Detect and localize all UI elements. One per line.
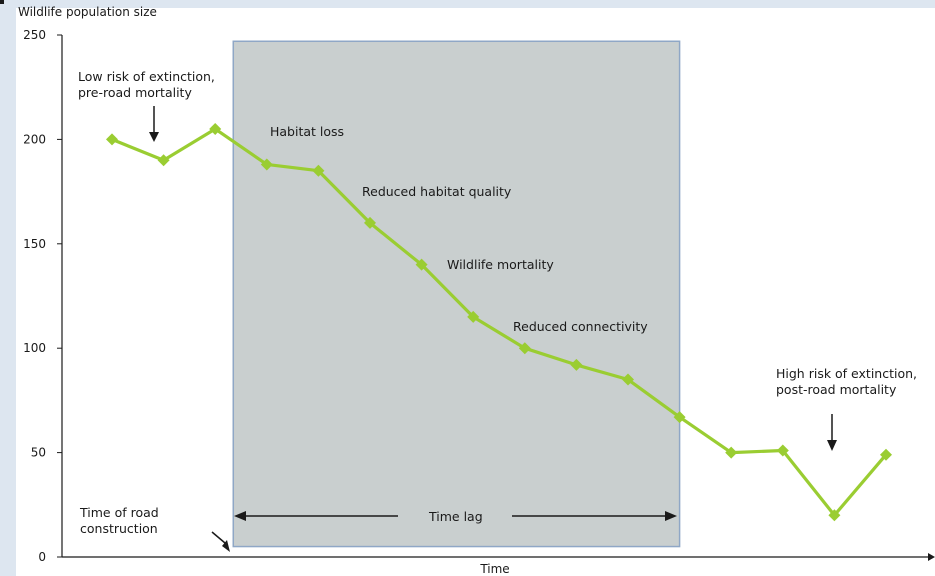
time-lag-arrow (234, 511, 677, 521)
data-point (364, 216, 376, 229)
y-tick-label: 50 (31, 446, 46, 460)
wildlife-mortality-label: Wildlife mortality (447, 257, 554, 272)
data-point (312, 164, 325, 177)
data-point (106, 133, 118, 146)
low-risk-arrow (149, 106, 159, 142)
data-point (725, 446, 738, 459)
road-construction-arrow (211, 531, 230, 552)
population-series-line (111, 127, 888, 517)
data-point (157, 154, 170, 167)
y-tick-label: 100 (23, 341, 46, 355)
road-construction-label-line1: Time of road (79, 505, 159, 520)
high-risk-arrow (827, 414, 837, 451)
road-construction-label-line2: construction (80, 521, 158, 536)
high-risk-label-line1: High risk of extinction, (776, 366, 917, 381)
data-point (260, 158, 273, 171)
x-axis-label: Time (479, 562, 509, 576)
habitat-loss-label: Habitat loss (270, 124, 344, 139)
y-axis-label: Wildlife population size (18, 5, 157, 19)
data-point (622, 373, 634, 386)
population-markers (106, 122, 892, 522)
top-strip (0, 0, 935, 8)
y-tick-label: 200 (23, 132, 46, 146)
data-point (209, 122, 222, 135)
y-tick-label: 150 (23, 237, 46, 251)
data-point (518, 342, 531, 355)
data-point (880, 448, 892, 461)
data-point (776, 444, 789, 457)
data-point (673, 411, 686, 424)
data-point (570, 358, 583, 371)
y-tick-label: 250 (23, 28, 46, 42)
x-axis-arrowhead (928, 553, 935, 561)
reduced-connectivity-label: Reduced connectivity (513, 319, 648, 334)
data-point (828, 509, 841, 522)
data-point (467, 310, 480, 323)
reduced-habitat-quality-label: Reduced habitat quality (362, 184, 512, 199)
time-lag-shaded-region (232, 40, 681, 548)
y-tick-label: 0 (38, 550, 46, 564)
left-strip (0, 0, 16, 576)
data-point (415, 258, 428, 271)
low-risk-label-line2: pre-road mortality (78, 85, 192, 100)
low-risk-label-line1: Low risk of extinction, (78, 69, 215, 84)
time-lag-label: Time lag (428, 509, 483, 524)
high-risk-label-line2: post-road mortality (776, 382, 897, 397)
y-tick-group: 0 50 100 150 200 250 (23, 28, 62, 564)
background-slide-text (0, 0, 4, 4)
